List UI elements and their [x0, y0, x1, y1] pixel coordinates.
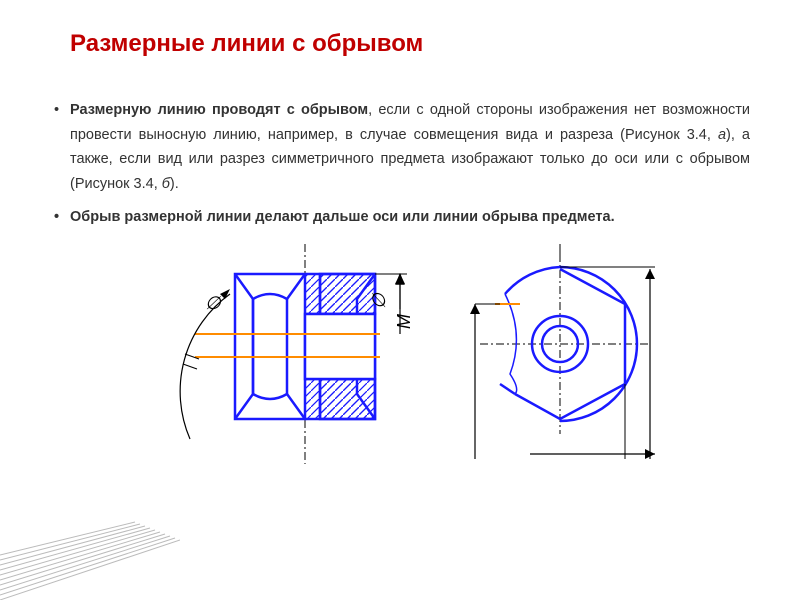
slide-title: Размерные линии с обрывом	[70, 30, 750, 58]
b1-itb: б	[162, 176, 170, 192]
diagrams-row: ∅ M ∅	[50, 239, 750, 469]
bullet-2: Обрыв размерной линии делают дальше оси …	[50, 205, 750, 230]
hexagon	[500, 267, 637, 421]
diagram-b	[465, 239, 665, 469]
bullet-1: Размерную линию проводят с обрывом, если…	[50, 98, 750, 197]
phi-label-a-left: ∅	[205, 293, 222, 313]
dim-arrow-left	[220, 289, 230, 299]
bullet-list: Размерную линию проводят с обрывом, если…	[50, 98, 750, 229]
b1-bold: Размерную линию проводят с обрывом	[70, 102, 368, 118]
phi-label-a-right: ∅	[369, 292, 389, 309]
m-label: M	[394, 314, 414, 329]
b1-ita: а	[718, 127, 726, 143]
slide: Размерные линии с обрывом Размерную лини…	[0, 0, 800, 600]
dim-arc-left	[180, 294, 230, 439]
diagram-a: ∅ M ∅	[135, 239, 425, 469]
corner-decoration	[0, 500, 180, 600]
b1-end: ).	[170, 176, 179, 192]
bore	[305, 314, 375, 379]
